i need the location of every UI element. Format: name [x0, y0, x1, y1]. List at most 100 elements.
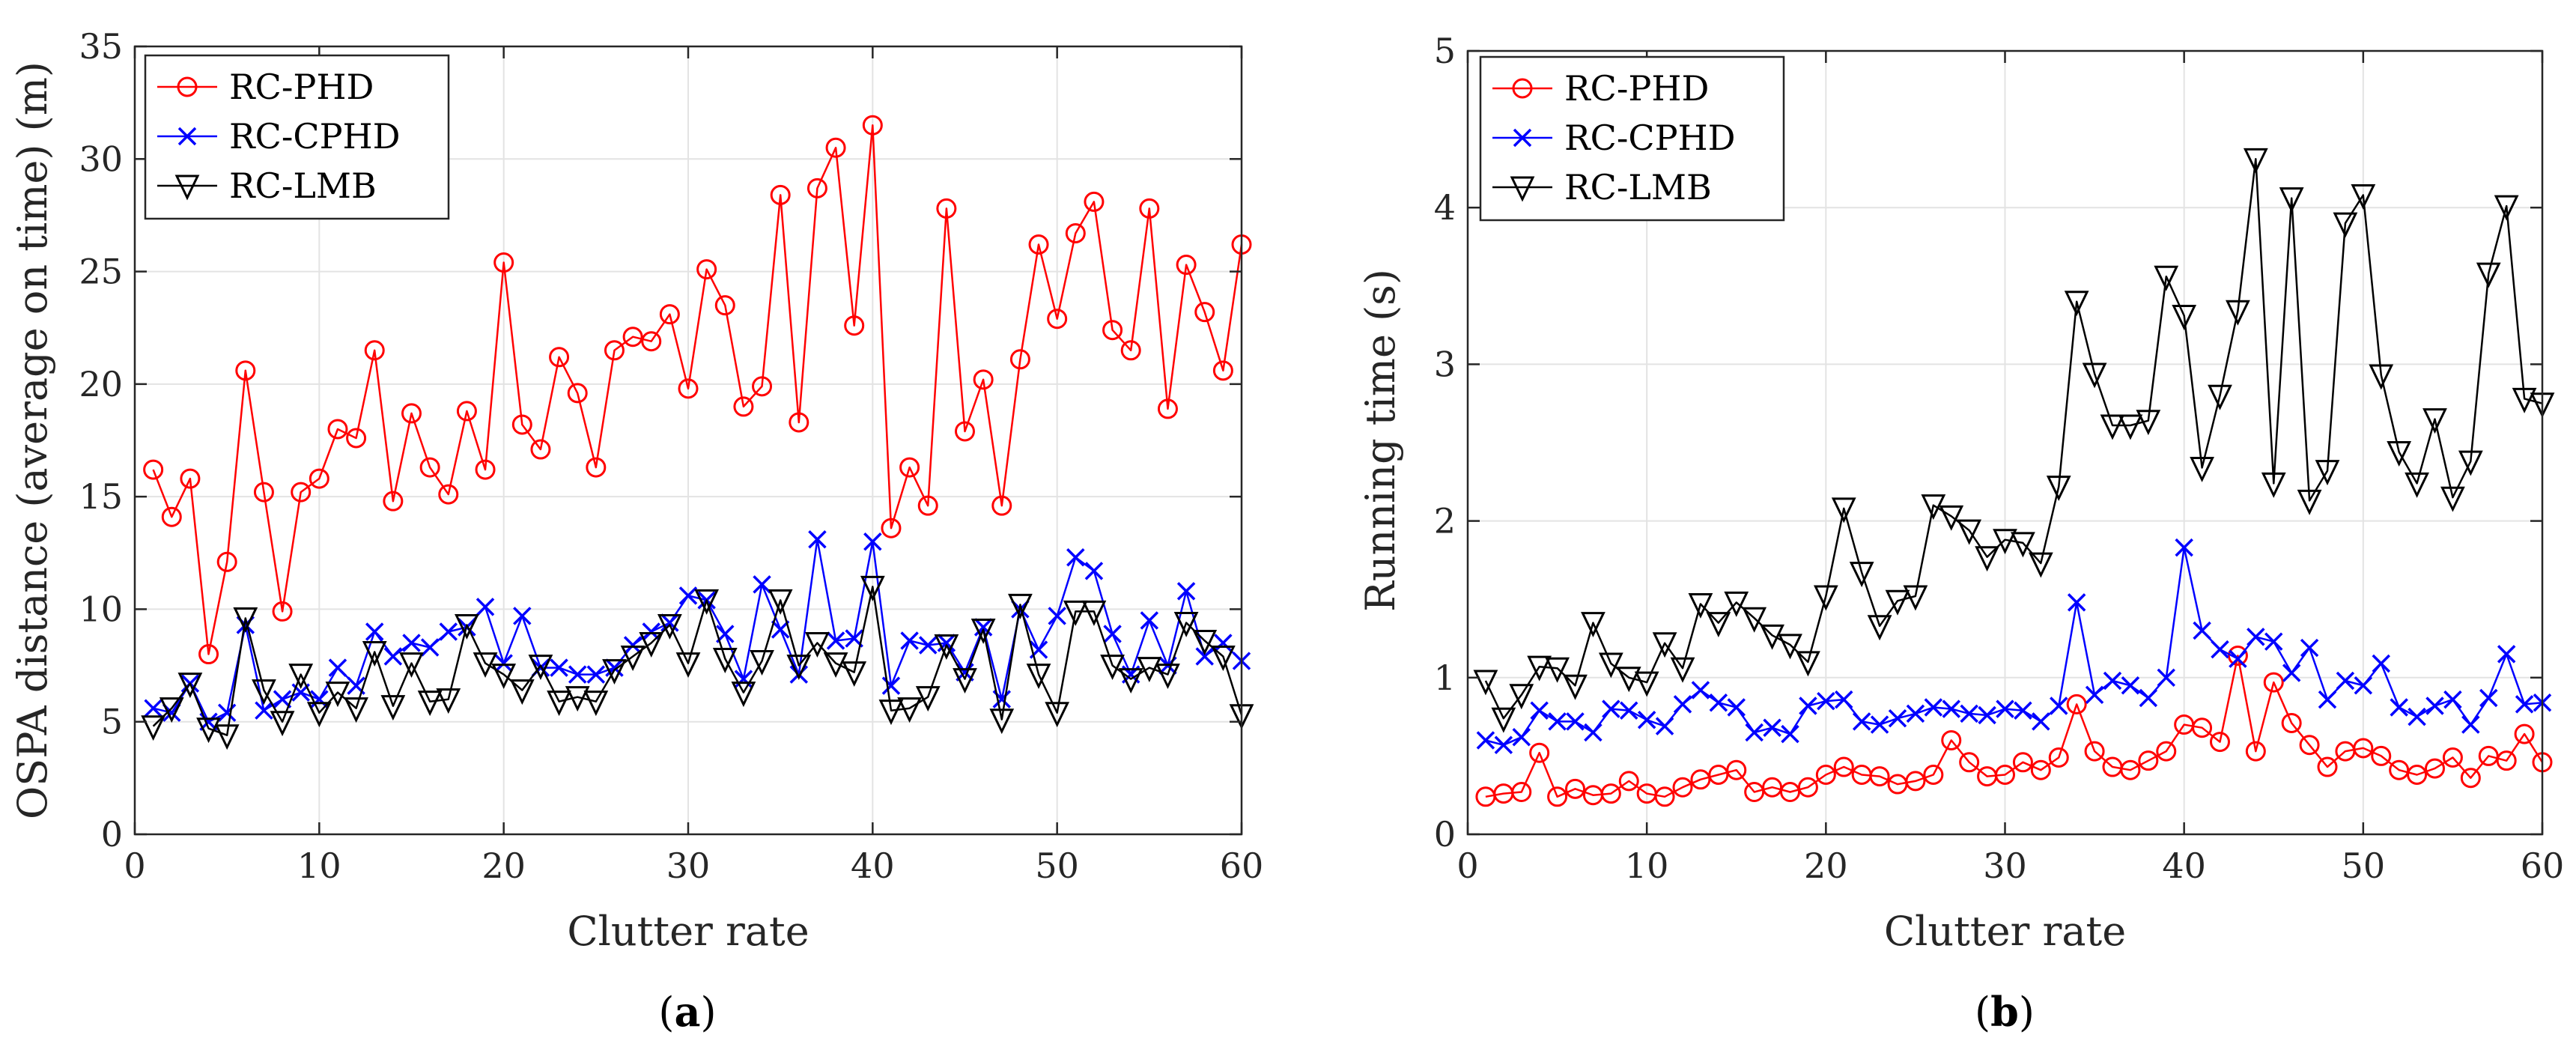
y-tick-label: 0 — [101, 814, 123, 855]
rc-lmb-point — [1975, 546, 1999, 572]
rc-cphd-point — [2282, 664, 2301, 682]
rc-lmb-point — [805, 632, 830, 658]
rc-cphd-point — [1048, 607, 1066, 625]
rc-cphd-point — [1066, 548, 1085, 567]
rc-phd-point — [1797, 777, 1818, 798]
rc-lmb-point — [2405, 472, 2429, 498]
x-tick-label: 60 — [1220, 846, 1264, 886]
rc-phd-point — [2156, 741, 2177, 762]
x-tick-label: 10 — [297, 846, 341, 886]
rc-cphd-point — [2157, 668, 2175, 688]
rc-cphd-point — [255, 701, 273, 720]
rc-lmb-point — [2512, 387, 2537, 413]
rc-lmb-point — [1473, 670, 1498, 696]
rc-lmb-point — [915, 686, 941, 712]
rc-lmb-point — [491, 664, 517, 690]
rc-lmb-point — [2011, 532, 2035, 558]
rc-lmb-point — [1210, 646, 1236, 671]
legend-rc-lmb-point — [1510, 176, 1535, 202]
rc-lmb-point — [2458, 450, 2483, 476]
y-tick-label: 15 — [79, 476, 123, 517]
rc-phd-point — [253, 482, 274, 503]
rc-cphd-point — [1620, 701, 1638, 720]
rc-phd-point — [955, 421, 975, 442]
x-axis-label: Clutter rate — [1884, 908, 2126, 955]
rc-lmb-point — [2315, 460, 2340, 486]
rc-phd-point — [1157, 398, 1178, 419]
x-tick-label: 0 — [1456, 846, 1478, 886]
y-tick-label: 10 — [79, 589, 123, 629]
rc-cphd-point — [1530, 701, 1549, 720]
rc-cphd-point — [808, 530, 827, 549]
caption-open: ( — [1975, 989, 1990, 1036]
rc-phd-point — [1102, 320, 1123, 341]
rc-lmb-point — [399, 652, 424, 679]
rc-lmb-point — [1634, 671, 1659, 697]
rc-phd-point — [1618, 771, 1639, 792]
rc-cphd-point — [2211, 640, 2229, 659]
rc-phd-point — [235, 360, 256, 381]
rc-phd-point — [2066, 694, 2087, 714]
rc-cphd-point — [2193, 621, 2211, 640]
rc-phd-point — [2138, 750, 2159, 771]
rc-phd-point — [2048, 747, 2069, 768]
rc-cphd-point — [1781, 724, 1799, 744]
rc-lmb-point — [694, 589, 720, 615]
y-tick-label: 4 — [1434, 187, 1456, 228]
rc-phd-point — [2263, 672, 2284, 693]
rc-phd-point — [1065, 222, 1086, 243]
rc-cphd-point — [1888, 708, 1907, 728]
legend-entry-rc-phd: RC-PHD — [1492, 68, 1709, 109]
rc-lmb-point — [2261, 472, 2286, 498]
rc-lmb-point — [1760, 624, 1784, 650]
rc-lmb-point — [1616, 667, 1641, 693]
rc-lmb-point — [1652, 632, 1677, 658]
y-tick-label: 5 — [1434, 31, 1456, 71]
rc-cphd-point — [2139, 688, 2158, 708]
rc-lmb-point — [842, 661, 867, 688]
x-tick-label: 30 — [1983, 846, 2027, 886]
rc-lmb-point — [1173, 611, 1199, 637]
rc-lmb-point — [455, 613, 479, 640]
rc-phd-point — [291, 482, 312, 503]
rc-phd-point — [2407, 765, 2428, 786]
rc-phd-point — [917, 495, 938, 516]
legend-rc-phd-point — [1512, 78, 1533, 99]
rc-lmb-point — [1778, 634, 1802, 660]
rc-phd-point — [180, 468, 201, 489]
y-tick-label: 1 — [1434, 658, 1456, 698]
rc-cphd-point — [2247, 628, 2265, 646]
y-tick-label: 0 — [1434, 814, 1456, 855]
rc-phd-point — [2012, 752, 2033, 773]
rc-cphd-point — [1745, 723, 1764, 742]
rc-cphd-point — [1835, 690, 1853, 709]
legend: RC-PHD RC-CPHD RC-LMB — [144, 54, 450, 220]
rc-cphd-point — [383, 647, 403, 666]
rc-phd-point — [789, 412, 809, 433]
rc-phd-point — [567, 383, 588, 404]
rc-phd-point — [1672, 777, 1693, 798]
rc-phd-point — [2299, 735, 2320, 756]
rc-phd-point — [1084, 191, 1105, 212]
rc-cphd-point — [513, 607, 532, 625]
rc-lmb-point — [1670, 657, 1695, 683]
rc-phd-point — [2371, 745, 2392, 766]
rc-cphd-point — [1924, 698, 1943, 717]
y-tick-label: 20 — [79, 364, 123, 404]
y-axis-label: OSPA distance (average on time) (m) — [9, 61, 56, 819]
rc-lmb-point — [1008, 593, 1033, 619]
rc-phd-point — [2030, 759, 2051, 780]
rc-cphd-point — [310, 690, 329, 708]
rc-cphd-point — [1763, 718, 1781, 737]
rc-cphd-markers — [144, 530, 1251, 731]
rc-cphd-point — [2408, 707, 2426, 726]
rc-lmb-point — [252, 679, 276, 705]
rc-lmb-point — [2279, 187, 2304, 213]
rc-cphd-point — [1870, 715, 1889, 734]
rc-cphd-point — [678, 586, 698, 605]
x-tick-label: 50 — [2342, 846, 2386, 886]
rc-phd-point — [825, 137, 846, 158]
caption-close: ) — [701, 989, 717, 1036]
rc-cphd-point — [1673, 695, 1692, 714]
rc-phd-point — [1176, 255, 1197, 276]
